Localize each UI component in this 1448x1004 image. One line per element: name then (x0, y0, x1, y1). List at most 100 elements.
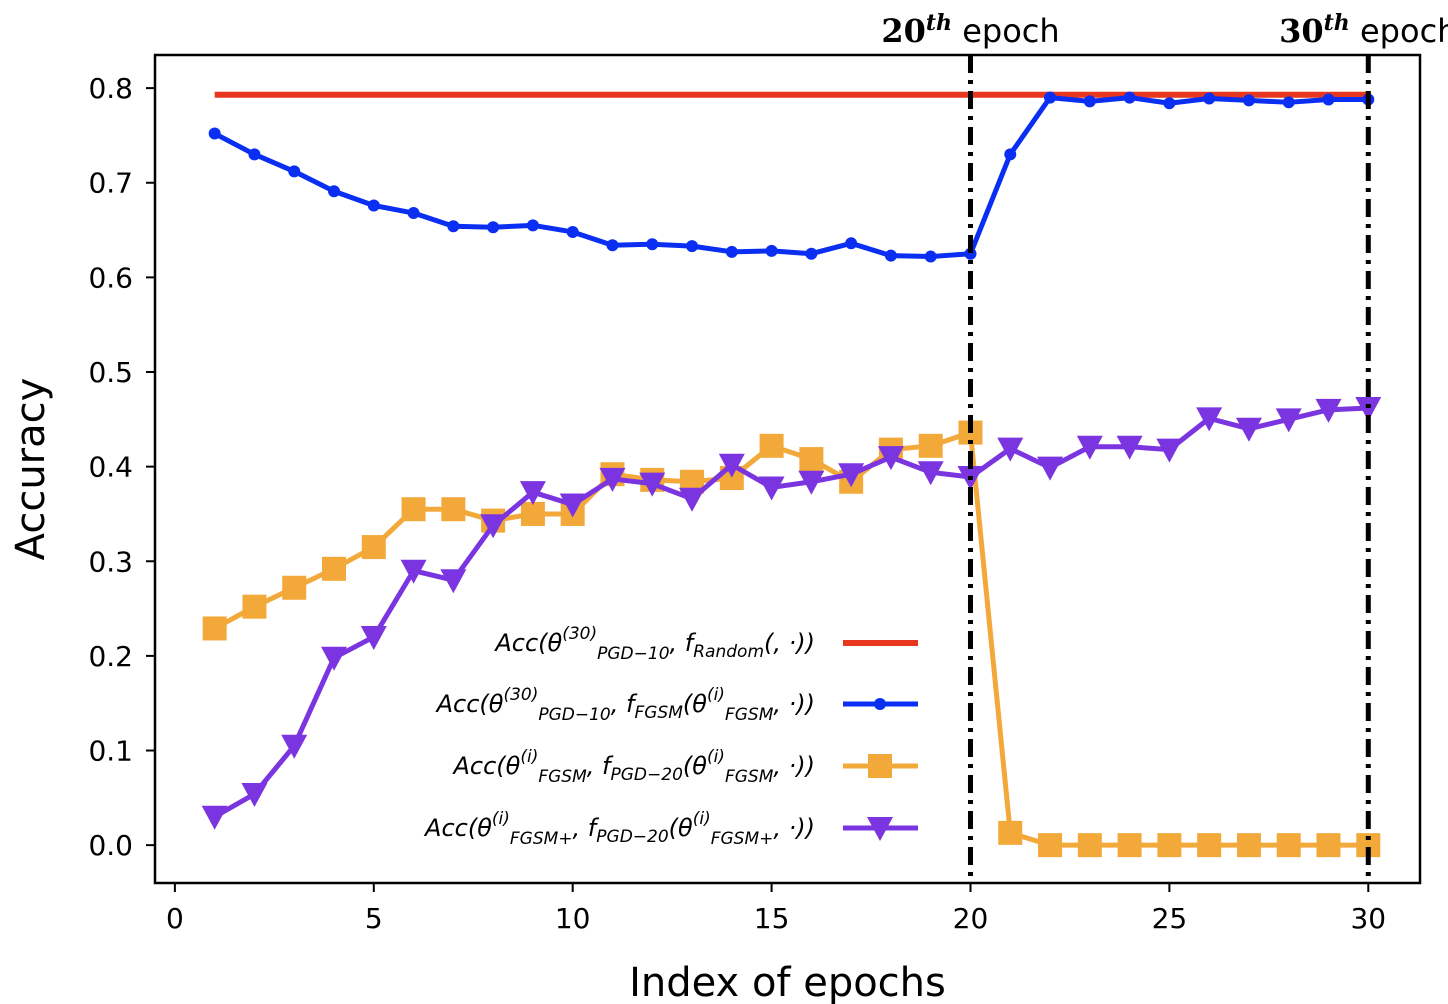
series-line (213, 95, 1369, 260)
data-point (725, 245, 738, 258)
data-point (201, 805, 228, 830)
y-tick-label: 0.6 (88, 261, 133, 294)
data-point (639, 472, 666, 497)
data-point (487, 221, 500, 234)
data-point (718, 453, 745, 478)
data-point (559, 493, 586, 518)
x-tick-label: 10 (555, 902, 591, 935)
data-point (679, 487, 706, 512)
legend-entry-3: Acc(θ(i)FGSM, fPGD−20(θ(i)FGSM, ·)) (452, 747, 918, 787)
data-point (686, 240, 699, 253)
data-point (758, 476, 785, 501)
data-point (480, 514, 507, 539)
data-point (1083, 95, 1096, 108)
y-tick-label: 0.4 (88, 451, 133, 484)
y-tick-label: 0.1 (88, 735, 133, 768)
data-point (1355, 396, 1382, 421)
data-point (322, 556, 347, 581)
data-point (917, 461, 944, 486)
data-point (288, 165, 301, 178)
data-point (566, 225, 579, 238)
data-point (1242, 94, 1255, 107)
y-tick-label: 0.5 (88, 356, 133, 389)
data-point (997, 437, 1024, 462)
data-point (998, 820, 1023, 845)
data-point (1037, 456, 1064, 481)
data-point (321, 646, 348, 671)
data-point (867, 817, 893, 841)
data-point (599, 467, 626, 492)
data-point (441, 497, 466, 522)
data-point (1163, 97, 1176, 110)
data-point (1203, 92, 1216, 105)
x-tick-label: 30 (1350, 902, 1386, 935)
data-point (1038, 833, 1063, 858)
data-point (1235, 417, 1262, 442)
data-point (1196, 407, 1223, 432)
y-tick-label: 0.8 (88, 72, 133, 105)
data-point (1123, 91, 1136, 104)
x-tick-label: 20 (953, 902, 989, 935)
data-point (759, 433, 784, 458)
data-point (1044, 91, 1057, 104)
data-point (202, 616, 227, 641)
data-point (1117, 833, 1142, 858)
legend-label: Acc(θ(i)FGSM+, fPGD−20(θ(i)FGSM+, ·)) (423, 809, 815, 849)
data-point (884, 249, 897, 262)
data-point (1077, 833, 1102, 858)
data-point (440, 569, 467, 594)
data-point (519, 481, 546, 506)
series-2 (208, 91, 1375, 263)
legend-label: Acc(θ(i)FGSM, fPGD−20(θ(i)FGSM, ·)) (452, 747, 816, 787)
x-tick-label: 5 (365, 902, 383, 935)
data-point (1282, 96, 1295, 109)
data-point (805, 247, 818, 260)
legend-entry-2: Acc(θ(30)PGD−10, fFGSM(θ(i)FGSM, ·)) (435, 685, 918, 725)
data-point (281, 734, 308, 759)
legend-label: Acc(θ(30)PGD−10, fRandom(, ·)) (493, 624, 815, 664)
data-point (1156, 438, 1183, 463)
data-point (874, 698, 886, 710)
data-point (799, 447, 824, 472)
data-point (765, 244, 778, 257)
data-point (1236, 833, 1261, 858)
epoch-marker-label: 30th epoch (1279, 10, 1448, 50)
y-axis-label: Accuracy (8, 378, 54, 561)
y-tick-label: 0.2 (88, 640, 133, 673)
y-tick-label: 0.0 (88, 829, 133, 862)
data-point (1157, 833, 1182, 858)
data-point (646, 238, 659, 251)
data-point (526, 219, 539, 232)
y-tick-label: 0.7 (88, 167, 133, 200)
data-point (328, 185, 341, 198)
data-point (1316, 833, 1341, 858)
data-point (1315, 398, 1342, 423)
plot-frame (153, 53, 1422, 885)
data-point (282, 575, 307, 600)
data-point (798, 470, 825, 495)
data-point (924, 250, 937, 263)
epoch-markers: 20th epoch 30th epoch (881, 10, 1448, 883)
legend-entry-4: Acc(θ(i)FGSM+, fPGD−20(θ(i)FGSM+, ·)) (423, 809, 918, 849)
data-point (241, 783, 268, 808)
epoch-marker-label: 20th epoch (881, 10, 1059, 50)
data-point (845, 237, 858, 250)
data-point (248, 148, 261, 161)
legend-entry-1: Acc(θ(30)PGD−10, fRandom(, ·)) (493, 624, 918, 664)
legend: Acc(θ(30)PGD−10, fRandom(, ·)) Acc(θ(30)P… (423, 624, 918, 849)
data-point (407, 207, 420, 220)
legend-label: Acc(θ(30)PGD−10, fFGSM(θ(i)FGSM, ·)) (435, 685, 815, 725)
data-point (838, 463, 865, 488)
data-point (918, 433, 943, 458)
data-point (1322, 93, 1335, 106)
data-point (1276, 833, 1301, 858)
data-point (964, 247, 977, 260)
x-tick-label: 15 (754, 902, 790, 935)
x-tick-label: 25 (1152, 902, 1188, 935)
data-point (367, 199, 380, 212)
data-point (1004, 148, 1017, 161)
plot-content (201, 91, 1382, 858)
x-tick-label: 0 (166, 902, 184, 935)
data-point (1116, 435, 1143, 460)
